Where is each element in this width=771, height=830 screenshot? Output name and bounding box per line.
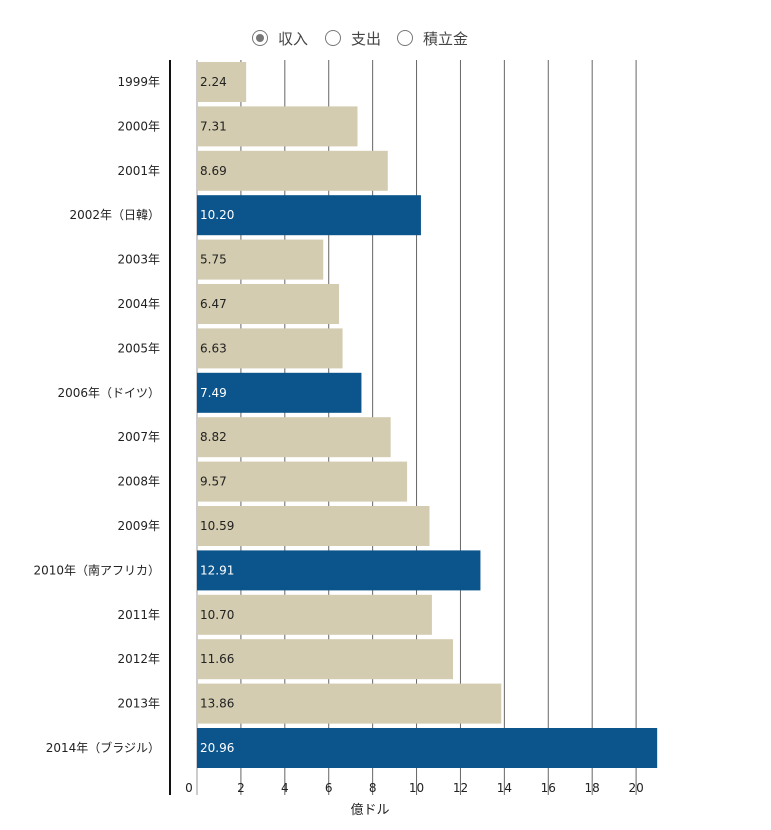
legend-option-expense[interactable]: 支出 <box>325 24 381 52</box>
x-tick-label: 16 <box>541 781 556 795</box>
bar[interactable] <box>197 461 408 502</box>
bar[interactable] <box>197 284 340 324</box>
category-label: 2002年（日韓） <box>69 208 160 222</box>
x-tick-label: 8 <box>369 781 377 795</box>
bar[interactable] <box>197 506 430 546</box>
legend-option-income[interactable]: 収入 <box>252 24 308 52</box>
radio-unselected-icon[interactable] <box>325 30 341 46</box>
category-label: 2013年 <box>117 697 160 711</box>
legend-label-income: 収入 <box>278 29 309 48</box>
radio-selected-icon[interactable] <box>252 30 268 46</box>
legend-option-reserves[interactable]: 積立金 <box>397 24 468 52</box>
category-label: 2006年（ドイツ） <box>57 386 160 400</box>
x-tick-label: 10 <box>409 781 424 795</box>
bar[interactable] <box>197 683 502 724</box>
category-label: 2008年 <box>117 475 160 489</box>
x-tick-label: 18 <box>585 781 600 795</box>
category-label: 1999年 <box>117 75 160 89</box>
bar-value-label: 2.24 <box>200 75 227 89</box>
x-tick-label: 14 <box>497 781 512 795</box>
bar-value-label: 10.20 <box>200 208 234 222</box>
category-label: 2010年（南アフリカ） <box>33 562 160 577</box>
bar-value-label: 6.47 <box>200 297 227 311</box>
x-tick-label: 6 <box>325 781 333 795</box>
category-label: 2001年 <box>117 164 160 178</box>
x-tick-label: 2 <box>237 781 245 795</box>
x-tick-label: 12 <box>453 781 468 795</box>
category-label: 2014年（ブラジル） <box>46 740 160 755</box>
bar[interactable] <box>197 372 362 413</box>
bar-value-label: 11.66 <box>200 652 234 666</box>
legend: 収入 支出 積立金 <box>0 24 771 52</box>
bar-value-label: 20.96 <box>200 741 234 755</box>
category-label: 2007年 <box>117 430 160 444</box>
x-tick-label: 20 <box>628 781 643 795</box>
bar[interactable] <box>197 728 658 768</box>
bar[interactable] <box>197 594 432 635</box>
legend-label-reserves: 積立金 <box>423 29 469 48</box>
bar[interactable] <box>197 550 481 591</box>
bar-value-label: 10.59 <box>200 519 234 533</box>
radio-unselected-icon[interactable] <box>397 30 413 46</box>
bar-value-label: 9.57 <box>200 475 227 489</box>
bar[interactable] <box>197 639 453 680</box>
bar[interactable] <box>197 328 343 369</box>
bar-value-label: 6.63 <box>200 341 227 355</box>
bar[interactable] <box>197 62 247 102</box>
category-label: 2012年 <box>117 652 160 666</box>
bar-value-label: 7.49 <box>200 386 227 400</box>
bar-value-label: 12.91 <box>200 563 234 577</box>
category-label: 2011年 <box>117 608 160 622</box>
bar[interactable] <box>197 106 358 147</box>
x-tick-label: 0 <box>185 781 193 795</box>
category-label: 2009年 <box>117 519 160 533</box>
legend-label-expense: 支出 <box>351 29 382 48</box>
category-label: 2004年 <box>117 297 160 311</box>
category-label: 2000年 <box>117 119 160 133</box>
category-label: 2003年 <box>117 253 160 267</box>
x-axis-title: 億ドル <box>350 802 389 818</box>
bar[interactable] <box>197 195 421 236</box>
bar-value-label: 8.69 <box>200 164 227 178</box>
bar-value-label: 10.70 <box>200 608 234 622</box>
bar[interactable] <box>197 150 388 191</box>
category-label: 2005年 <box>117 341 160 355</box>
bar[interactable] <box>197 239 324 280</box>
x-tick-label: 4 <box>281 781 289 795</box>
bar-value-label: 13.86 <box>200 697 234 711</box>
bar[interactable] <box>197 417 391 458</box>
bar-value-label: 7.31 <box>200 119 227 133</box>
bar-value-label: 8.82 <box>200 430 227 444</box>
bar-value-label: 5.75 <box>200 253 227 267</box>
